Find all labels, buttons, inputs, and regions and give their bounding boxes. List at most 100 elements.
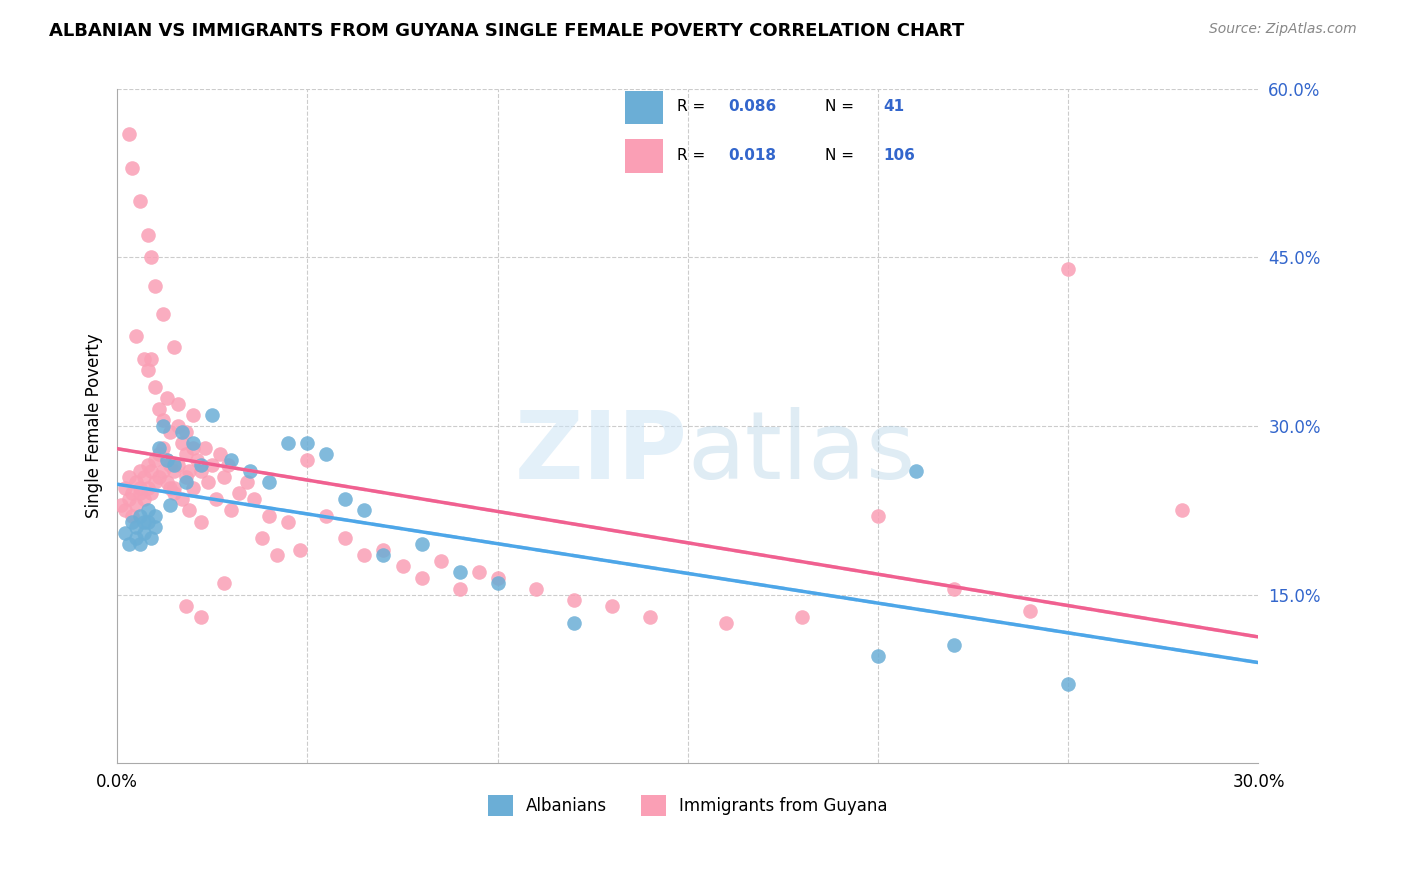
Point xyxy=(868,649,890,664)
Point xyxy=(125,475,148,490)
Point xyxy=(163,481,186,495)
Point xyxy=(141,251,163,265)
Point xyxy=(117,469,139,483)
Point xyxy=(152,307,174,321)
Point xyxy=(167,396,190,410)
Point xyxy=(943,582,966,596)
Point xyxy=(391,559,413,574)
Point xyxy=(638,610,661,624)
Point xyxy=(239,464,262,478)
Point xyxy=(353,548,375,562)
Point xyxy=(141,464,163,478)
Point xyxy=(174,475,197,490)
Point xyxy=(136,503,159,517)
Legend: Albanians, Immigrants from Guyana: Albanians, Immigrants from Guyana xyxy=(481,789,894,822)
Point xyxy=(152,442,174,456)
Point xyxy=(201,458,224,473)
Point xyxy=(148,447,170,461)
Point xyxy=(562,615,585,630)
Point xyxy=(277,515,299,529)
Point xyxy=(159,425,181,439)
Point xyxy=(170,425,193,439)
Point xyxy=(121,161,143,175)
Point xyxy=(181,435,204,450)
Point xyxy=(235,475,257,490)
Point xyxy=(212,576,235,591)
Point xyxy=(373,548,395,562)
Point xyxy=(297,435,319,450)
Point xyxy=(335,491,357,506)
Point xyxy=(411,571,433,585)
Point xyxy=(121,508,143,523)
Text: 0.086: 0.086 xyxy=(728,99,778,114)
Point xyxy=(194,442,217,456)
Point xyxy=(208,447,231,461)
Point xyxy=(136,515,159,529)
Point xyxy=(449,582,471,596)
Text: 0.018: 0.018 xyxy=(728,148,776,162)
Point xyxy=(205,491,228,506)
Point xyxy=(714,615,737,630)
Point xyxy=(143,520,166,534)
Point xyxy=(449,565,471,579)
Point xyxy=(1171,503,1194,517)
Point xyxy=(129,481,152,495)
Point xyxy=(197,475,219,490)
Point xyxy=(156,452,179,467)
Point xyxy=(486,576,509,591)
Point xyxy=(190,458,212,473)
Point xyxy=(174,425,197,439)
Point xyxy=(411,537,433,551)
Point xyxy=(114,503,136,517)
Point xyxy=(117,127,139,141)
Text: 106: 106 xyxy=(884,148,915,162)
Point xyxy=(179,464,201,478)
Point xyxy=(181,481,204,495)
Text: ZIP: ZIP xyxy=(515,407,688,499)
Point xyxy=(129,464,152,478)
Point xyxy=(148,402,170,417)
Point xyxy=(159,458,181,473)
Text: N =: N = xyxy=(825,148,859,162)
Point xyxy=(152,419,174,434)
Point xyxy=(159,481,181,495)
Point xyxy=(1019,604,1042,618)
Point xyxy=(181,408,204,422)
Point xyxy=(174,469,197,483)
Point xyxy=(373,542,395,557)
Point xyxy=(121,486,143,500)
Point xyxy=(125,532,148,546)
FancyBboxPatch shape xyxy=(626,139,664,173)
Point xyxy=(141,532,163,546)
Point xyxy=(125,498,148,512)
Point xyxy=(600,599,623,613)
Point xyxy=(148,469,170,483)
Point xyxy=(129,508,152,523)
Point xyxy=(170,491,193,506)
Point xyxy=(152,413,174,427)
Point xyxy=(110,498,132,512)
Point xyxy=(288,542,311,557)
Point xyxy=(132,515,155,529)
Point xyxy=(266,548,288,562)
Text: atlas: atlas xyxy=(688,407,917,499)
Point xyxy=(259,508,281,523)
Point xyxy=(181,442,204,456)
Point xyxy=(170,435,193,450)
Point xyxy=(277,435,299,450)
Point xyxy=(179,503,201,517)
Point xyxy=(524,582,547,596)
Point xyxy=(129,486,152,500)
Point xyxy=(174,447,197,461)
Point xyxy=(159,498,181,512)
Point xyxy=(163,486,186,500)
Point xyxy=(297,452,319,467)
Point xyxy=(943,638,966,652)
Point xyxy=(217,458,239,473)
Point xyxy=(136,481,159,495)
Point xyxy=(163,340,186,354)
Point xyxy=(167,419,190,434)
Point xyxy=(335,532,357,546)
Point xyxy=(148,442,170,456)
Point xyxy=(186,452,208,467)
